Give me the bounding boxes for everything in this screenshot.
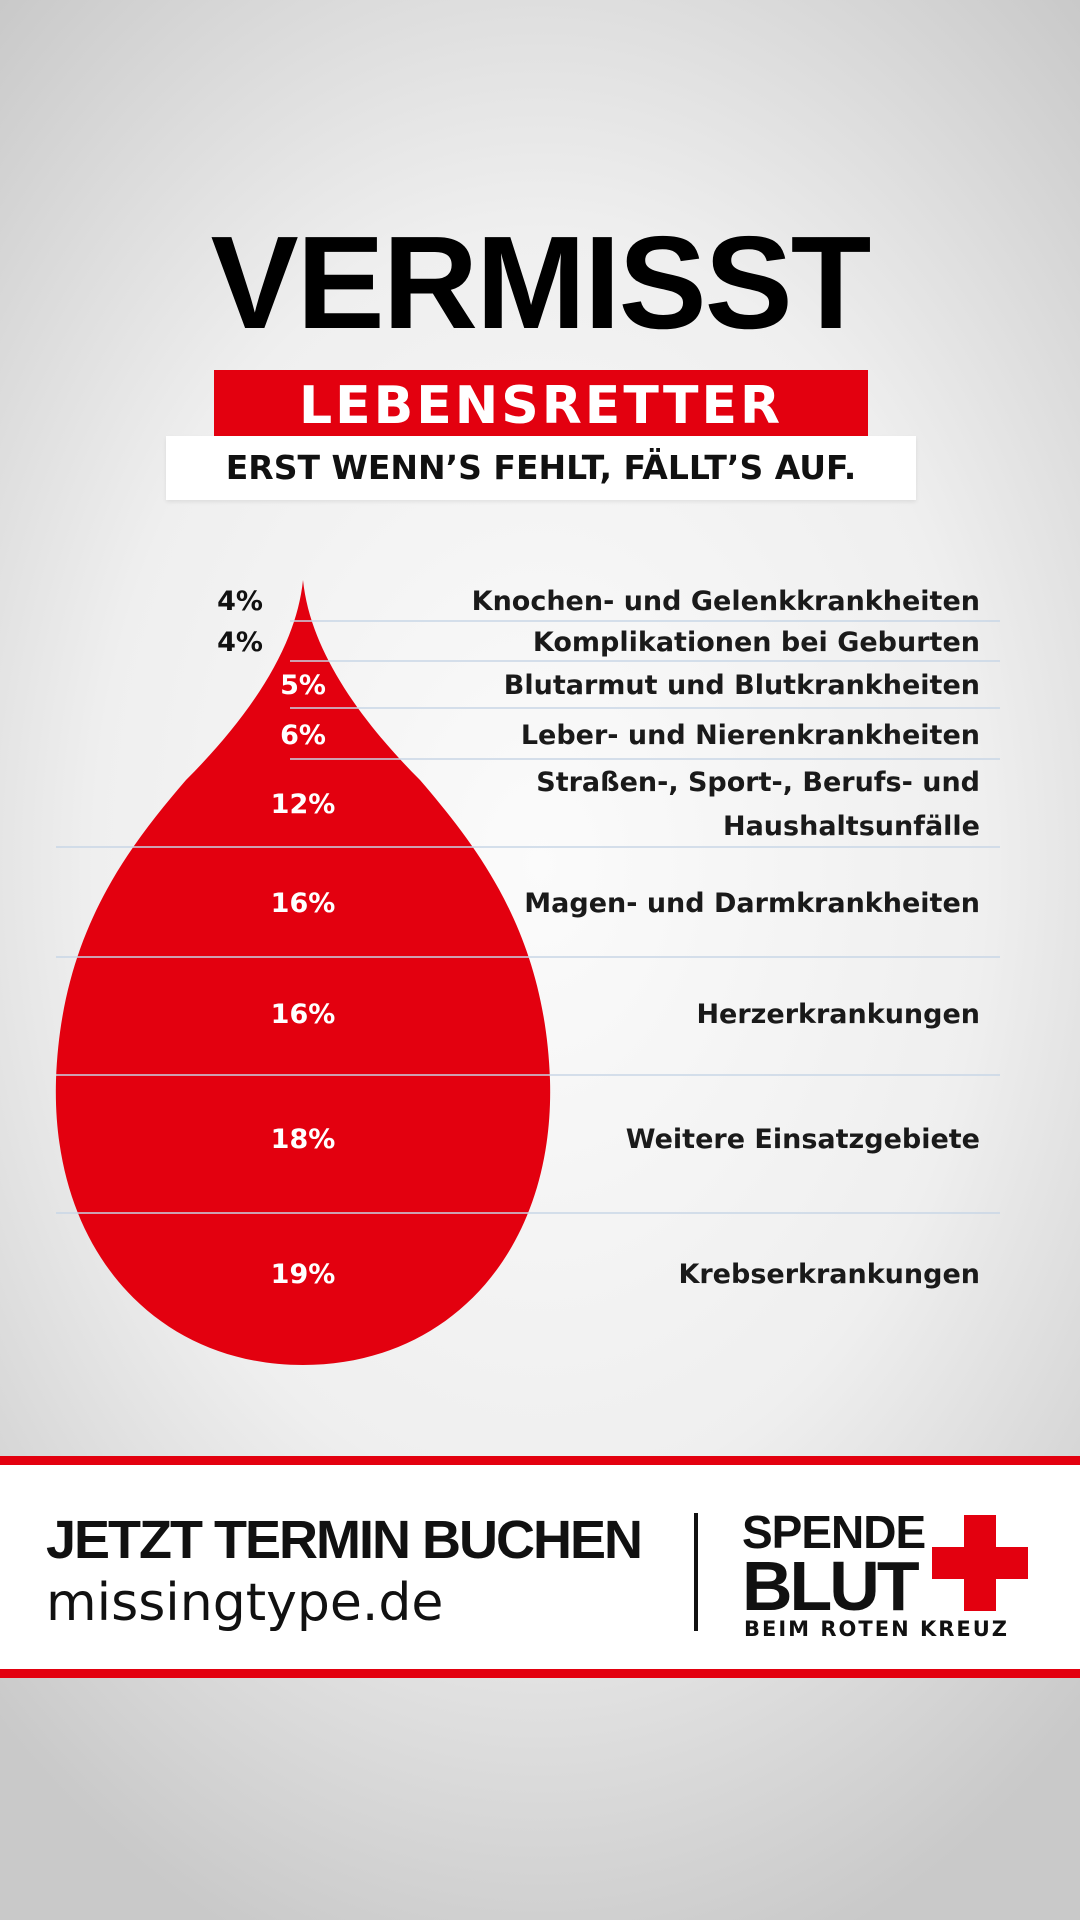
- segment-category-label: Komplikationen bei Geburten: [533, 627, 980, 658]
- red-banner: LEBENSRETTER: [214, 370, 868, 438]
- footer-divider: [694, 1513, 698, 1631]
- logo-line-3: BEIM ROTEN KREUZ: [744, 1617, 1010, 1641]
- blood-drop: [55, 580, 551, 1365]
- blood-drop-chart: 4% Knochen- und Gelenkkrankheiten 4% Kompli…: [55, 580, 1000, 1365]
- logo-line-2: BLUT: [742, 1547, 920, 1625]
- website-link[interactable]: missingtype.de: [46, 1573, 444, 1633]
- segment-category-label: Haushaltsunfälle: [723, 811, 980, 842]
- segment-value-label: 5%: [280, 670, 326, 701]
- drk-logo: SPENDE BLUT BEIM ROTEN KREUZ: [742, 1506, 1042, 1641]
- segment-value-label: 12%: [271, 789, 336, 820]
- tagline-banner: ERST WENN’S FEHLT, FÄLLT’S AUF.: [166, 436, 916, 500]
- segment-value-label: 4%: [217, 586, 263, 617]
- red-cross-icon: [932, 1515, 1028, 1611]
- segment-category-label: Herzerkrankungen: [696, 999, 980, 1030]
- segment-category-label: Straßen-, Sport-, Berufs- und: [536, 767, 980, 798]
- segment-value-label: 4%: [217, 627, 263, 658]
- segment-value-label: 18%: [271, 1124, 336, 1155]
- segment-category-label: Magen- und Darmkrankheiten: [524, 888, 980, 919]
- cta-text: JETZT TERMIN BUCHEN: [46, 1510, 643, 1570]
- page-title: VERMISST: [210, 209, 872, 356]
- segment-category-label: Leber- und Nierenkrankheiten: [521, 720, 980, 751]
- segment-value-label: 19%: [271, 1259, 336, 1290]
- segment-value-label: 16%: [271, 999, 336, 1030]
- segment-category-label: Weitere Einsatzgebiete: [626, 1124, 980, 1155]
- segment-category-label: Blutarmut und Blutkrankheiten: [504, 670, 980, 701]
- segment-value-label: 6%: [280, 720, 326, 751]
- logo-line-1: SPENDE: [742, 1506, 926, 1558]
- footer: JETZT TERMIN BUCHEN missingtype.de SPEND…: [0, 1456, 1080, 1678]
- segment-category-label: Knochen- und Gelenkkrankheiten: [472, 586, 980, 617]
- segment-category-label: Krebserkrankungen: [678, 1259, 980, 1290]
- segment-value-label: 16%: [271, 888, 336, 919]
